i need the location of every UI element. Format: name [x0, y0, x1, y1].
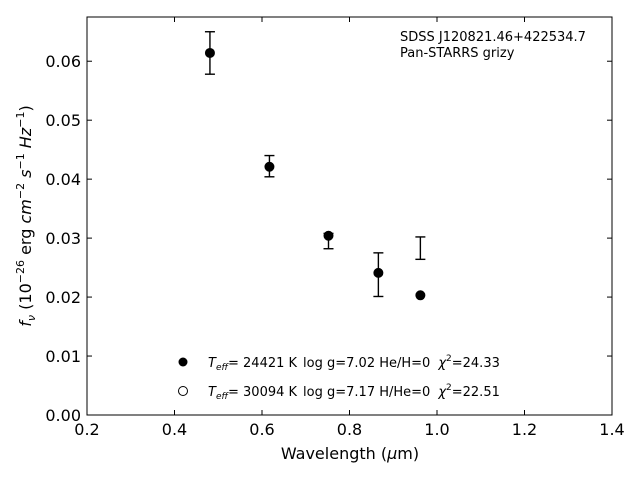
y-tick-label: 0.04 [45, 170, 81, 189]
x-tick-label: 0.8 [337, 420, 362, 439]
x-tick-label: 0.4 [162, 420, 187, 439]
y-tick-label: 0.05 [45, 111, 81, 130]
x-tick-label: 0.6 [249, 420, 274, 439]
x-tick-label: 1.4 [599, 420, 624, 439]
legend-1-params: log g=7.02 He/H=0 [303, 356, 430, 371]
annotation-line-2: Pan-STARRS grizy [400, 46, 515, 61]
model-point-filled [205, 48, 215, 58]
y-tick-label: 0.02 [45, 288, 81, 307]
x-tick-label: 1.0 [424, 420, 449, 439]
x-tick-label: 1.2 [512, 420, 537, 439]
annotation-line-1: SDSS J120821.46+422534.7 [400, 30, 586, 45]
model-point-filled [373, 268, 383, 278]
data-marks [204, 31, 426, 301]
y-tick-label: 0.06 [45, 52, 81, 71]
y-tick-labels: 0.00 0.01 0.02 0.03 0.04 0.05 0.06 [45, 52, 81, 425]
model-point-filled [264, 162, 274, 172]
legend-marker-filled [178, 357, 188, 367]
legend-2-params: log g=7.17 H/He=0 [303, 385, 430, 400]
legend-1-teff: = 24421 K [228, 356, 298, 371]
legend-2-chi: =22.51 [452, 385, 500, 400]
y-axis-label: fν (10−26 erg cm−2 s−1 Hz−1) [14, 105, 38, 326]
x-axis-label: Wavelength (μm) [281, 444, 419, 463]
model-point-filled [324, 231, 333, 241]
legend-marker-open [178, 386, 188, 396]
y-tick-label: 0.03 [45, 229, 81, 248]
legend-2-teff: = 30094 K [228, 385, 298, 400]
y-tick-label: 0.01 [45, 347, 81, 366]
y-tick-label: 0.00 [45, 406, 81, 425]
x-tick-label: 0.2 [74, 420, 99, 439]
model-point-filled [415, 290, 425, 300]
ticks [86, 17, 613, 416]
x-tick-labels: 0.2 0.4 0.6 0.8 1.0 1.2 1.4 [74, 420, 624, 439]
legend-1-chi: =24.33 [452, 356, 500, 371]
